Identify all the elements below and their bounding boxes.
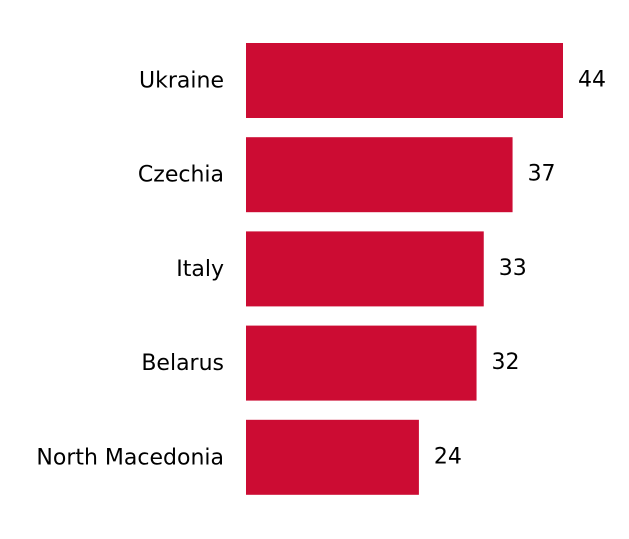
value-label: 32 bbox=[492, 350, 520, 375]
value-label: 24 bbox=[434, 444, 462, 469]
y-tick-label: Ukraine bbox=[139, 69, 224, 94]
value-label: 33 bbox=[499, 256, 527, 281]
y-tick-label: North Macedonia bbox=[36, 445, 224, 470]
value-label: 37 bbox=[528, 162, 556, 187]
y-tick-label: Italy bbox=[176, 257, 224, 282]
bar bbox=[246, 419, 419, 495]
bar bbox=[246, 137, 513, 213]
bar bbox=[246, 325, 477, 401]
y-tick-label: Czechia bbox=[138, 163, 224, 188]
value-label: 44 bbox=[578, 68, 606, 93]
y-tick-label: Belarus bbox=[141, 351, 224, 376]
bar bbox=[246, 231, 484, 307]
bar bbox=[246, 43, 563, 118]
